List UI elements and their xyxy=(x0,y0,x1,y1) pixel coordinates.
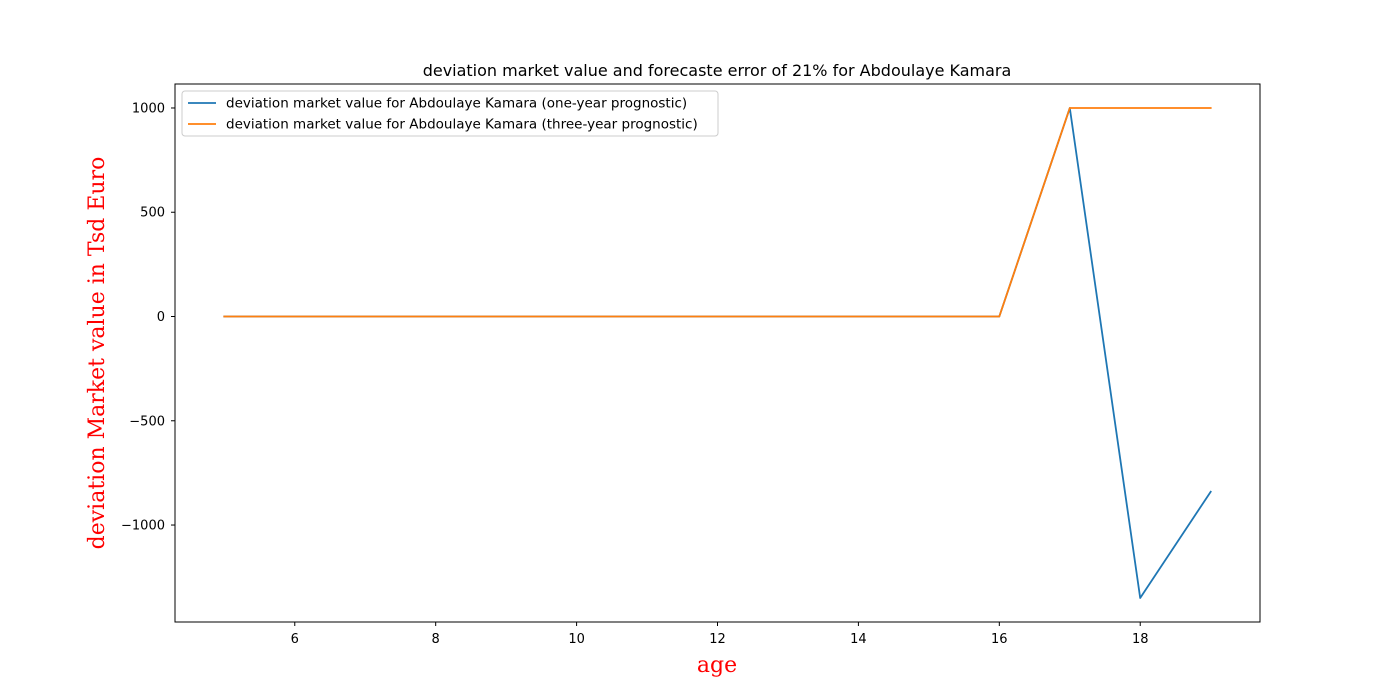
x-tick-label: 14 xyxy=(850,632,867,647)
y-tick-label: 0 xyxy=(157,310,165,325)
series-line-three-year xyxy=(223,107,1212,318)
y-axis-label: deviation Market value in Tsd Euro xyxy=(85,157,110,550)
legend-box xyxy=(181,90,719,137)
x-axis: 6 8 10 12 14 16 18 xyxy=(291,622,1149,647)
x-tick-label: 6 xyxy=(291,632,299,647)
series-layer xyxy=(223,107,1212,599)
x-tick-label: 8 xyxy=(432,632,440,647)
plot-area xyxy=(175,84,1260,622)
legend-label-one-year: deviation market value for Abdoulaye Kam… xyxy=(226,96,687,112)
y-tick-label: −1000 xyxy=(121,519,165,534)
x-tick-label: 18 xyxy=(1132,632,1149,647)
y-tick-label: −500 xyxy=(129,414,165,429)
legend: deviation market value for Abdoulaye Kam… xyxy=(181,90,719,137)
chart-title: deviation market value and forecaste err… xyxy=(423,61,1012,80)
legend-label-three-year: deviation market value for Abdoulaye Kam… xyxy=(226,117,698,133)
x-axis-label: age xyxy=(697,653,737,678)
y-axis: −1000 −500 0 500 1000 xyxy=(121,101,175,534)
x-tick-label: 12 xyxy=(709,632,726,647)
y-tick-label: 500 xyxy=(140,206,165,221)
x-tick-label: 10 xyxy=(568,632,585,647)
x-tick-label: 16 xyxy=(991,632,1008,647)
y-tick-label: 1000 xyxy=(132,101,165,116)
